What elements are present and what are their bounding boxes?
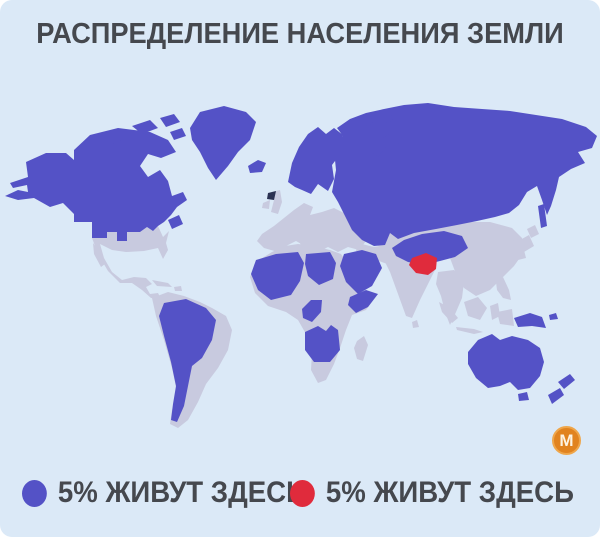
region-canada-north-us bbox=[74, 128, 187, 241]
region-bangladesh bbox=[409, 253, 437, 275]
legend-label-blue: 5% ЖИВУТ ЗДЕСЬ bbox=[57, 476, 306, 509]
region-greenland bbox=[190, 106, 256, 180]
region-australia bbox=[468, 334, 544, 390]
legend: 5% ЖИВУТ ЗДЕСЬ 5% ЖИВУТ ЗДЕСЬ bbox=[0, 474, 600, 514]
region-madagascar bbox=[354, 336, 368, 361]
region-horn-of-africa bbox=[348, 290, 378, 313]
region-wrangel bbox=[545, 125, 558, 134]
logo-letter: M bbox=[559, 430, 574, 450]
region-tasmania bbox=[518, 392, 529, 401]
region-new-zealand-north bbox=[558, 374, 575, 389]
region-new-guinea-island bbox=[549, 313, 558, 320]
region-newfoundland bbox=[168, 215, 183, 229]
region-japan-north bbox=[527, 225, 539, 238]
region-svalbard-2 bbox=[382, 114, 393, 123]
region-tibet-mongolia bbox=[392, 231, 468, 265]
region-japan-main bbox=[520, 235, 534, 252]
region-arabia bbox=[340, 250, 382, 294]
region-ireland bbox=[262, 200, 270, 209]
region-sumatra bbox=[439, 302, 458, 323]
region-java bbox=[456, 327, 483, 334]
region-southern-africa bbox=[305, 325, 340, 362]
region-new-guinea bbox=[514, 313, 546, 328]
region-central-africa bbox=[302, 300, 322, 322]
region-sahara-central bbox=[305, 252, 336, 285]
region-scandinavia bbox=[288, 127, 343, 194]
legend-dot-red bbox=[290, 479, 315, 507]
region-arctic-island-1 bbox=[100, 130, 126, 144]
legend-item-blue: 5% ЖИВУТ ЗДЕСЬ bbox=[22, 476, 306, 510]
region-usa-mexico bbox=[92, 226, 169, 299]
region-sri-lanka bbox=[412, 320, 419, 328]
legend-dot-blue bbox=[22, 479, 47, 507]
region-philippines bbox=[496, 277, 511, 300]
region-arctic-island-3 bbox=[160, 114, 180, 127]
region-cuba bbox=[152, 280, 172, 287]
region-scotland bbox=[267, 191, 276, 200]
region-svalbard-1 bbox=[362, 117, 373, 126]
region-sahara-west bbox=[251, 252, 304, 300]
region-south-america-interior bbox=[159, 299, 216, 422]
region-baja bbox=[93, 243, 105, 267]
region-iceland bbox=[248, 160, 266, 173]
region-korea bbox=[512, 239, 522, 255]
region-europe bbox=[257, 203, 366, 258]
region-japan-south bbox=[517, 250, 526, 260]
region-novaya-zemlya bbox=[372, 132, 402, 157]
region-sulawesi bbox=[490, 303, 500, 320]
logo-m: M bbox=[552, 426, 581, 455]
region-arctic-island-4 bbox=[140, 138, 162, 151]
page-title: РАСПРЕДЕЛЕНИЕ НАСЕЛЕНИЯ ЗЕМЛИ bbox=[36, 18, 564, 50]
region-arctic-island-2 bbox=[132, 120, 158, 134]
region-sakhalin bbox=[538, 204, 547, 228]
legend-item-red: 5% ЖИВУТ ЗДЕСЬ bbox=[290, 476, 574, 510]
region-alaska bbox=[5, 153, 74, 214]
legend-label-red: 5% ЖИВУТ ЗДЕСЬ bbox=[325, 476, 574, 509]
region-arctic-island-5 bbox=[170, 128, 186, 140]
region-southeast-asia bbox=[436, 270, 464, 325]
region-new-zealand-south bbox=[548, 388, 564, 404]
region-hispaniola bbox=[174, 286, 182, 291]
region-west-new-guinea bbox=[497, 309, 514, 326]
region-borneo bbox=[464, 297, 487, 320]
